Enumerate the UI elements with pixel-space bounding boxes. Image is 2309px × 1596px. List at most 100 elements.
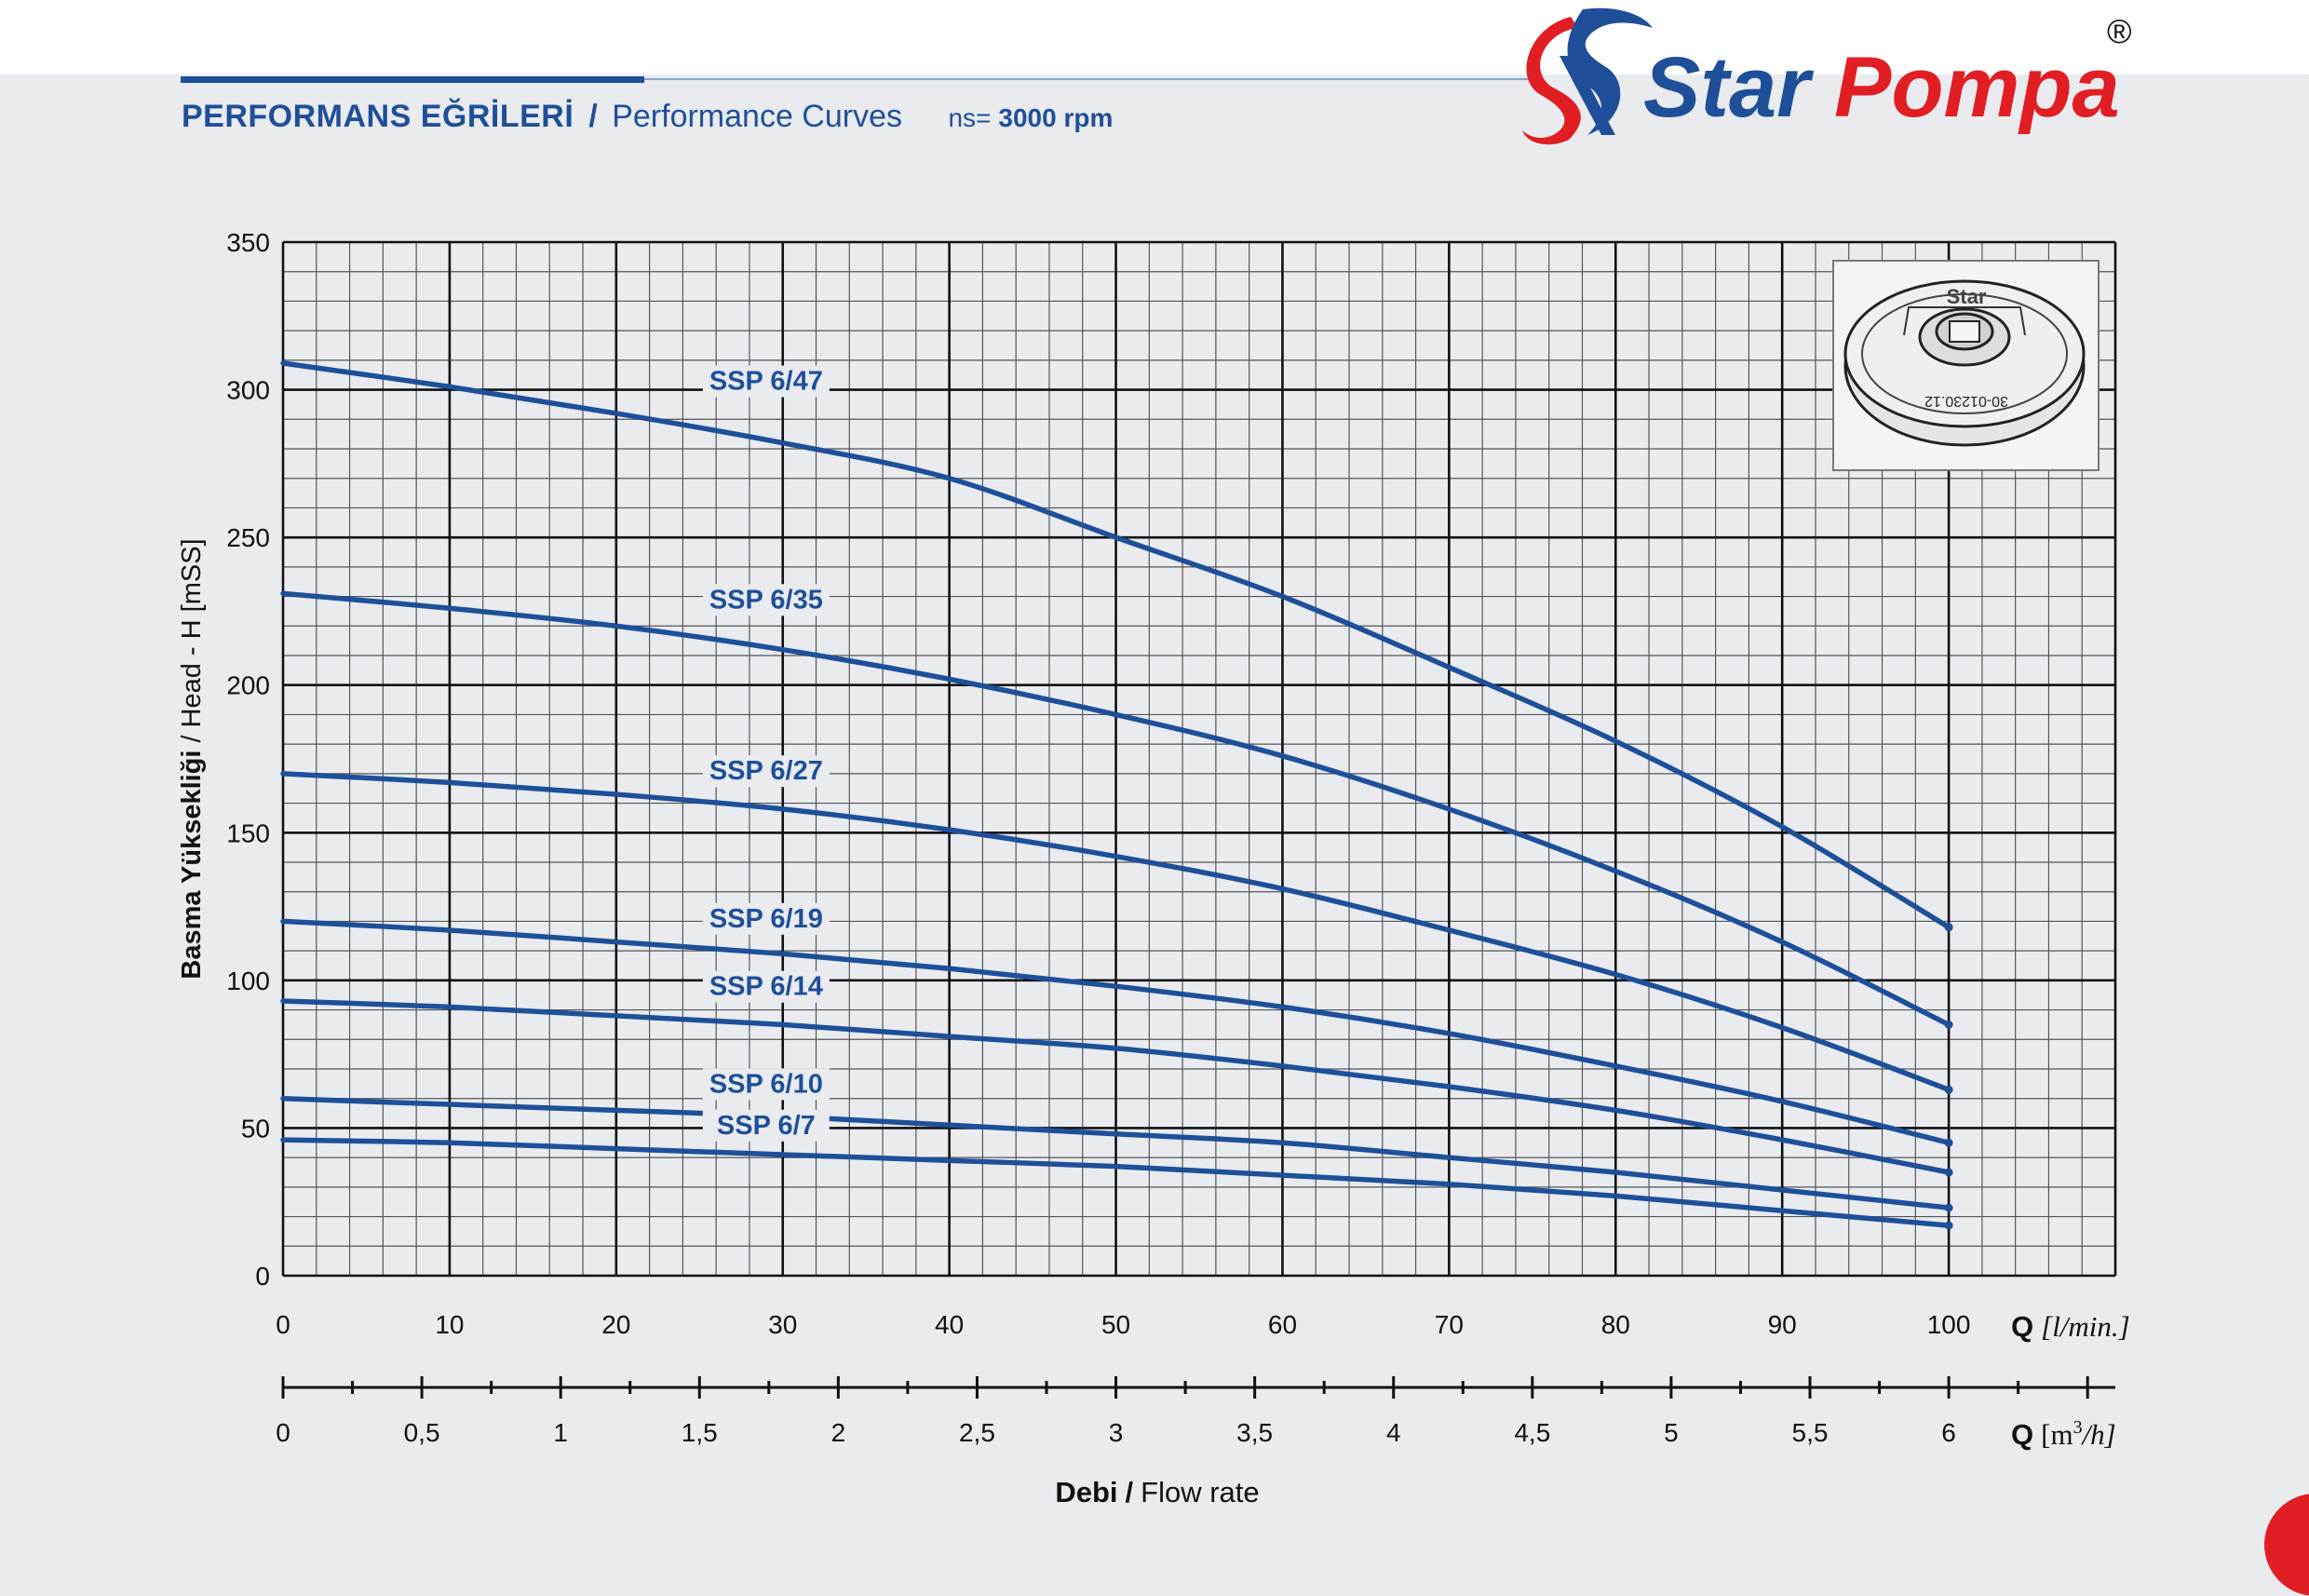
x-tick-labels: 0 10 20 30 40 50 60 70 80 90 100 — [276, 1310, 1970, 1339]
series-line — [280, 998, 1951, 1175]
x2-unit-sup: 3 — [2073, 1417, 2083, 1438]
impeller-inset: Star 30-01230.12 — [1832, 260, 2100, 471]
x2-tick-label: 1 — [553, 1418, 568, 1447]
x-tick-label: 80 — [1601, 1310, 1630, 1339]
series-labels: SSP 6/47 SSP 6/35 SSP 6/27 SSP 6/19 SSP 6/14… — [702, 365, 830, 1142]
series-endpoint — [1944, 1168, 1953, 1177]
x2-tick-label: 5,5 — [1792, 1418, 1829, 1447]
x2-tick-label: 3,5 — [1236, 1418, 1273, 1447]
x-axis-unit-primary: Q [l/min.] — [2011, 1310, 2130, 1343]
x-tick-label: 10 — [435, 1310, 464, 1339]
series-label: SSP 6/19 — [709, 904, 823, 934]
y-tick-label: 50 — [241, 1114, 270, 1143]
impeller-diagram-icon — [1843, 279, 2086, 447]
series-label-bg — [702, 970, 830, 1003]
header-rule — [181, 76, 644, 83]
title-turkish: PERFORMANS EĞRİLERİ — [182, 99, 574, 134]
x-tick-label: 50 — [1101, 1310, 1130, 1339]
series-label-bg — [702, 755, 830, 788]
y-tick-label: 0 — [255, 1262, 270, 1291]
speed-label: ns= — [948, 103, 992, 132]
series-line — [280, 771, 1951, 1092]
x2-tick-label: 4 — [1386, 1418, 1401, 1447]
y-axis-title-rest: Head - H [mSS] — [177, 538, 207, 727]
series-endpoint — [1944, 1221, 1953, 1230]
y-tick-label: 150 — [226, 818, 270, 847]
impeller-part-code: 30-01230.12 — [1924, 393, 2008, 409]
x2-unit-open: [m — [2041, 1418, 2073, 1451]
x-axis-title-sep: / — [1126, 1476, 1134, 1508]
x2-unit-rest: /h] — [2081, 1418, 2116, 1451]
y-axis-title: Basma Yüksekliği / Head - H [mSS] — [177, 538, 207, 979]
x2-tick-label: 6 — [1941, 1418, 1956, 1447]
x-axis-title-rest: Flow rate — [1141, 1476, 1259, 1508]
series-label: SSP 6/10 — [709, 1069, 823, 1099]
x2-tick-label: 0,5 — [404, 1418, 440, 1447]
header-band — [0, 0, 2309, 74]
series-label: SSP 6/47 — [709, 367, 823, 397]
series-endpoint — [1944, 1203, 1953, 1212]
series-label: SSP 6/35 — [709, 585, 823, 615]
y-tick-label: 300 — [226, 376, 270, 405]
star-pompa-logo: Star Pompa ® — [1522, 7, 2132, 145]
series-line — [280, 360, 1951, 930]
x-tick-label: 90 — [1768, 1310, 1797, 1339]
header-rule-thin — [644, 78, 1529, 80]
y-tick-label: 350 — [226, 228, 270, 257]
series-label: SSP 6/14 — [709, 972, 823, 1002]
series-label-bg — [702, 365, 830, 398]
logo-swirl-icon — [1522, 17, 1581, 145]
brand-name-star: Star — [1643, 40, 1814, 135]
impeller-brand-text: Star — [1947, 285, 1987, 308]
x-tick-label: 30 — [768, 1310, 797, 1339]
series-endpoint — [1944, 923, 1953, 932]
x-tick-label: 40 — [935, 1310, 964, 1339]
title-english: Performance Curves — [612, 99, 902, 134]
x2-tick-label: 4,5 — [1514, 1418, 1550, 1447]
series-label-bg — [702, 902, 830, 935]
y-tick-label: 200 — [226, 671, 270, 700]
grid-minor — [283, 242, 2115, 1276]
x-tick-label: 60 — [1268, 1310, 1297, 1339]
series-line — [280, 918, 1951, 1146]
y-axis-title-bold: Basma Yüksekliği — [177, 751, 207, 980]
y-tick-label: 250 — [226, 523, 270, 552]
series-line — [280, 590, 1951, 1028]
x2-tick-label: 0 — [276, 1418, 290, 1447]
x2-tick-label: 5 — [1664, 1418, 1679, 1447]
x-tick-label: 20 — [601, 1310, 630, 1339]
plot-background — [283, 242, 2115, 1276]
series-label-bg — [702, 1068, 830, 1101]
series-line — [280, 1137, 1951, 1228]
title-separator: / — [588, 99, 598, 134]
secondary-x-axis: 0 0,5 1 1,5 2 2,5 3 3,5 4 4,5 5 5,5 6 — [276, 1376, 2115, 1447]
x-axis-title-bold: Debi — [1055, 1476, 1117, 1508]
y-tick-label: 100 — [226, 967, 270, 995]
series-label: SSP 6/7 — [717, 1111, 816, 1141]
series-group — [280, 360, 1953, 1230]
page-title: PERFORMANS EĞRİLERİ / Performance Curves … — [182, 95, 1113, 140]
brand-name-pompa: Pompa — [1834, 40, 2120, 135]
series-endpoint — [1944, 1020, 1953, 1029]
series-label-bg — [702, 584, 830, 616]
series-endpoint — [1944, 1138, 1953, 1147]
x2-tick-label: 2 — [831, 1418, 846, 1447]
y-tick-labels: 0 50 100 150 200 250 300 350 — [226, 228, 270, 1291]
series-label-bg — [702, 1109, 830, 1142]
series-endpoint — [1944, 1085, 1953, 1094]
x-axis-title: Debi / Flow rate — [1055, 1476, 1259, 1508]
x-tick-label: 100 — [1927, 1310, 1971, 1339]
x2-tick-label: 1,5 — [682, 1418, 718, 1447]
series-label: SSP 6/27 — [709, 756, 823, 786]
x-tick-label: 70 — [1435, 1310, 1464, 1339]
x-tick-label: 0 — [276, 1310, 290, 1339]
x2-tick-label: 3 — [1109, 1418, 1124, 1447]
grid-major — [281, 240, 2117, 1278]
x2-unit-symbol: Q — [2011, 1418, 2033, 1451]
x-unit-text: [l/min.] — [2041, 1310, 2130, 1343]
registered-mark: ® — [2107, 12, 2132, 50]
y-axis-title-sep: / — [177, 735, 207, 743]
series-line — [280, 1095, 1951, 1211]
speed-value: 3000 rpm — [998, 103, 1114, 132]
